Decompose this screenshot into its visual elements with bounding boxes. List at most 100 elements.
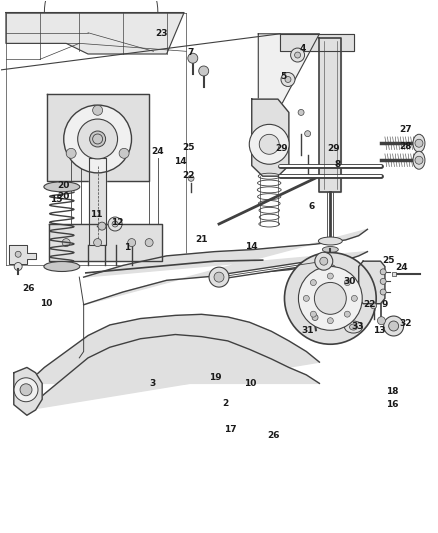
Text: 23: 23 xyxy=(155,29,168,38)
Ellipse shape xyxy=(325,264,336,271)
Text: 11: 11 xyxy=(90,210,102,219)
Text: 17: 17 xyxy=(224,425,237,433)
Text: 14: 14 xyxy=(174,157,187,166)
Circle shape xyxy=(90,131,106,147)
Circle shape xyxy=(290,48,304,62)
Polygon shape xyxy=(10,245,35,264)
Circle shape xyxy=(320,257,328,265)
Polygon shape xyxy=(46,94,149,182)
Ellipse shape xyxy=(44,182,80,192)
Text: 12: 12 xyxy=(110,219,123,228)
Circle shape xyxy=(145,239,153,247)
Text: 2: 2 xyxy=(223,399,229,408)
Ellipse shape xyxy=(44,262,80,271)
Circle shape xyxy=(281,72,295,86)
Circle shape xyxy=(188,53,198,63)
Text: 26: 26 xyxy=(267,431,280,440)
Circle shape xyxy=(214,272,224,282)
Circle shape xyxy=(14,263,22,270)
Text: 25: 25 xyxy=(182,143,194,152)
Circle shape xyxy=(66,148,76,158)
Circle shape xyxy=(380,289,386,295)
Text: 5: 5 xyxy=(280,72,287,81)
Text: 31: 31 xyxy=(302,326,314,335)
Circle shape xyxy=(351,295,357,301)
Text: 22: 22 xyxy=(182,171,194,180)
Circle shape xyxy=(295,52,300,58)
Polygon shape xyxy=(319,38,341,192)
Circle shape xyxy=(108,217,122,231)
Circle shape xyxy=(327,273,333,279)
Ellipse shape xyxy=(318,237,343,245)
Text: 9: 9 xyxy=(382,300,388,309)
Polygon shape xyxy=(14,367,42,415)
Circle shape xyxy=(285,77,291,83)
Circle shape xyxy=(93,134,102,144)
Circle shape xyxy=(119,148,129,158)
Text: 15: 15 xyxy=(50,195,63,204)
Circle shape xyxy=(209,267,229,287)
Text: 10: 10 xyxy=(40,299,52,308)
Text: 14: 14 xyxy=(245,242,258,251)
Circle shape xyxy=(249,124,289,164)
Circle shape xyxy=(305,131,311,136)
Text: 30: 30 xyxy=(343,277,355,286)
Circle shape xyxy=(285,253,376,344)
Text: 24: 24 xyxy=(395,263,407,272)
Text: 20: 20 xyxy=(57,192,70,201)
Text: 29: 29 xyxy=(276,144,288,153)
Text: 4: 4 xyxy=(300,44,306,53)
Text: 24: 24 xyxy=(152,147,164,156)
Circle shape xyxy=(298,109,304,116)
Text: 32: 32 xyxy=(399,319,412,328)
Text: 33: 33 xyxy=(352,321,364,330)
Polygon shape xyxy=(6,13,184,54)
Circle shape xyxy=(14,378,38,402)
Circle shape xyxy=(15,251,21,257)
Ellipse shape xyxy=(345,321,363,333)
Circle shape xyxy=(62,239,70,247)
Circle shape xyxy=(415,156,423,164)
Polygon shape xyxy=(359,261,385,304)
Circle shape xyxy=(380,269,386,275)
Circle shape xyxy=(188,175,194,181)
Text: 29: 29 xyxy=(328,144,340,153)
Circle shape xyxy=(259,134,279,154)
Text: 10: 10 xyxy=(244,379,257,388)
Circle shape xyxy=(344,280,350,286)
Circle shape xyxy=(389,321,399,331)
Circle shape xyxy=(344,311,350,317)
Text: 13: 13 xyxy=(374,326,386,335)
Circle shape xyxy=(98,222,106,230)
Ellipse shape xyxy=(413,151,425,169)
Circle shape xyxy=(20,384,32,395)
Polygon shape xyxy=(258,34,319,107)
Circle shape xyxy=(327,318,333,324)
Circle shape xyxy=(315,252,333,270)
Polygon shape xyxy=(84,229,367,305)
Circle shape xyxy=(304,295,309,301)
Circle shape xyxy=(384,316,403,336)
Circle shape xyxy=(128,239,136,247)
Ellipse shape xyxy=(413,134,425,152)
Circle shape xyxy=(312,314,318,320)
Text: 27: 27 xyxy=(399,125,412,134)
Circle shape xyxy=(298,266,362,330)
Circle shape xyxy=(380,278,386,285)
Circle shape xyxy=(199,66,208,76)
Circle shape xyxy=(93,106,102,115)
Text: 1: 1 xyxy=(124,244,131,253)
Bar xyxy=(392,272,396,276)
Text: 26: 26 xyxy=(22,284,35,293)
Polygon shape xyxy=(89,158,106,245)
Text: 21: 21 xyxy=(195,236,208,245)
Polygon shape xyxy=(280,34,354,51)
Text: 28: 28 xyxy=(399,142,412,151)
Circle shape xyxy=(314,282,346,314)
Text: 22: 22 xyxy=(363,300,375,309)
Ellipse shape xyxy=(350,324,357,330)
Circle shape xyxy=(311,280,316,286)
Circle shape xyxy=(311,311,316,317)
Polygon shape xyxy=(252,99,289,176)
Text: 8: 8 xyxy=(335,160,341,169)
